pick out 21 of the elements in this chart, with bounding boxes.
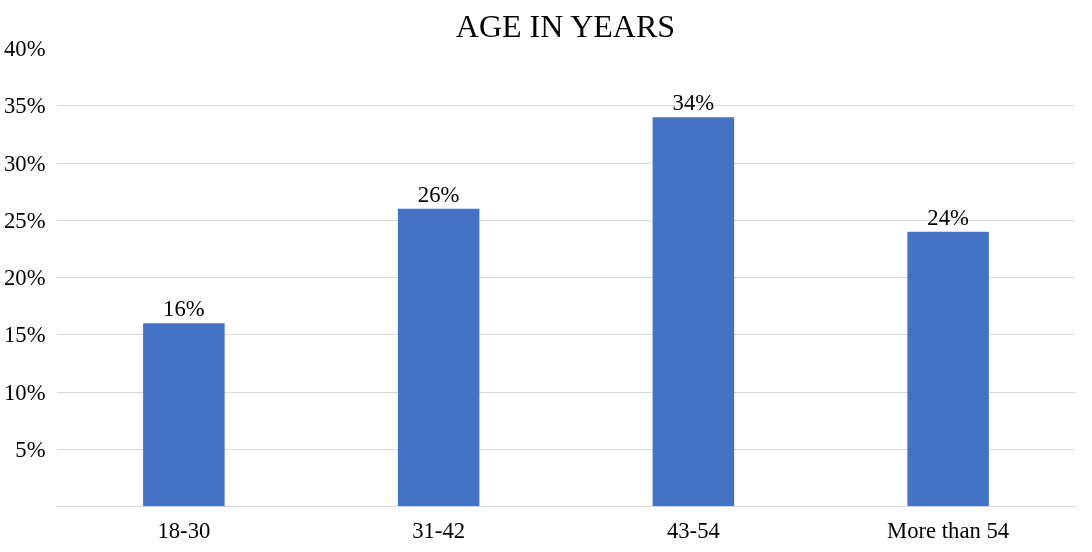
bar	[143, 323, 225, 507]
y-tick-label: 25%	[3, 207, 46, 233]
data-label: 24%	[927, 204, 970, 230]
bar	[907, 231, 989, 507]
x-tick-label: 18-30	[157, 517, 211, 543]
y-tick-label: 10%	[3, 379, 46, 405]
x-tick-label: 43-54	[666, 517, 720, 543]
data-label: 34%	[672, 90, 715, 116]
x-tick-label: More than 54	[887, 517, 1010, 543]
y-tick-label: 5%	[15, 436, 46, 462]
y-tick-label: 40%	[3, 36, 46, 61]
bar	[652, 117, 735, 507]
y-tick-label: 20%	[3, 265, 46, 290]
y-tick-label: 15%	[3, 322, 46, 348]
chart-title: AGE IN YEARS	[455, 7, 676, 44]
bar	[397, 208, 480, 507]
y-tick-label: 35%	[3, 93, 46, 119]
data-label: 26%	[417, 181, 460, 207]
x-tick-label: 31-42	[412, 517, 466, 543]
data-label: 16%	[163, 296, 205, 322]
y-tick-label: 30%	[3, 150, 46, 176]
